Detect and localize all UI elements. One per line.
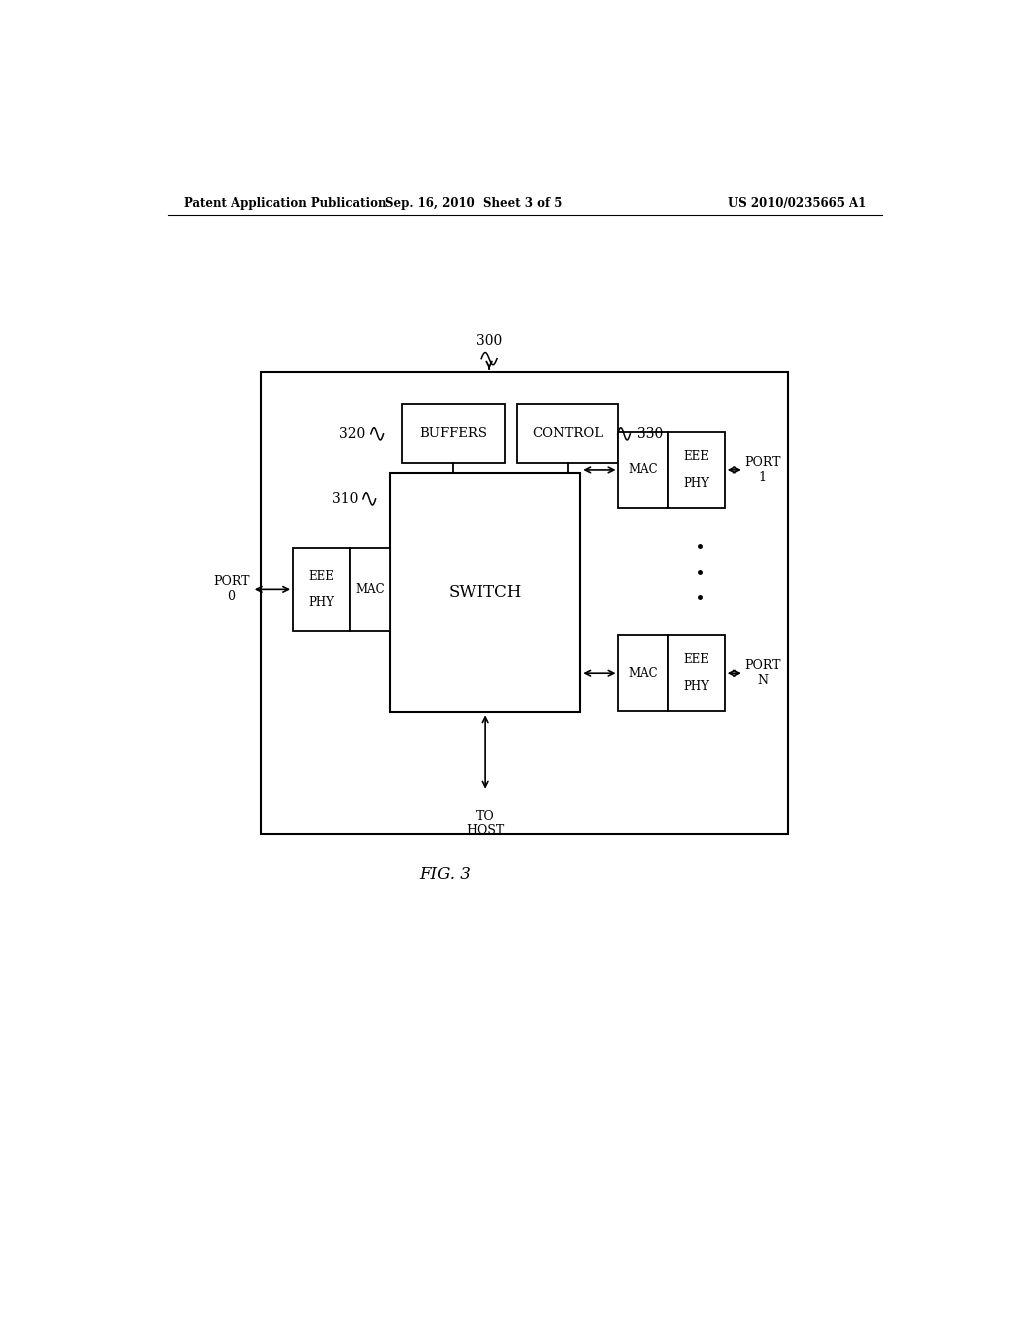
Text: US 2010/0235665 A1: US 2010/0235665 A1 (728, 197, 866, 210)
Text: PHY: PHY (683, 477, 710, 490)
Bar (261, 372, 788, 834)
Text: 300: 300 (476, 334, 502, 348)
Text: EEE: EEE (308, 570, 335, 582)
Text: PORT
1: PORT 1 (744, 455, 781, 484)
Text: PHY: PHY (683, 680, 710, 693)
Bar (401, 404, 505, 463)
Bar (350, 548, 390, 631)
Text: MAC: MAC (629, 667, 657, 680)
Text: FIG. 3: FIG. 3 (420, 866, 471, 883)
Text: 320: 320 (339, 426, 365, 441)
Text: MAC: MAC (355, 583, 385, 595)
Text: Patent Application Publication: Patent Application Publication (183, 197, 386, 210)
Text: 330: 330 (637, 426, 664, 441)
Text: 310: 310 (332, 492, 358, 506)
Text: HOST: HOST (466, 824, 504, 837)
Bar (668, 432, 725, 508)
Text: PORT
0: PORT 0 (213, 576, 250, 603)
Bar (618, 432, 668, 508)
Bar (390, 474, 581, 713)
Text: TO: TO (476, 809, 495, 822)
Text: SWITCH: SWITCH (449, 585, 522, 602)
Text: PORT
N: PORT N (744, 659, 781, 688)
Text: EEE: EEE (683, 653, 710, 667)
Bar (618, 635, 668, 711)
Bar (517, 404, 618, 463)
Text: EEE: EEE (683, 450, 710, 463)
Text: CONTROL: CONTROL (532, 428, 603, 441)
Text: PHY: PHY (308, 597, 335, 609)
Text: BUFFERS: BUFFERS (420, 428, 487, 441)
Text: MAC: MAC (629, 463, 657, 477)
Bar (293, 548, 350, 631)
Text: Sep. 16, 2010  Sheet 3 of 5: Sep. 16, 2010 Sheet 3 of 5 (385, 197, 562, 210)
Bar (668, 635, 725, 711)
